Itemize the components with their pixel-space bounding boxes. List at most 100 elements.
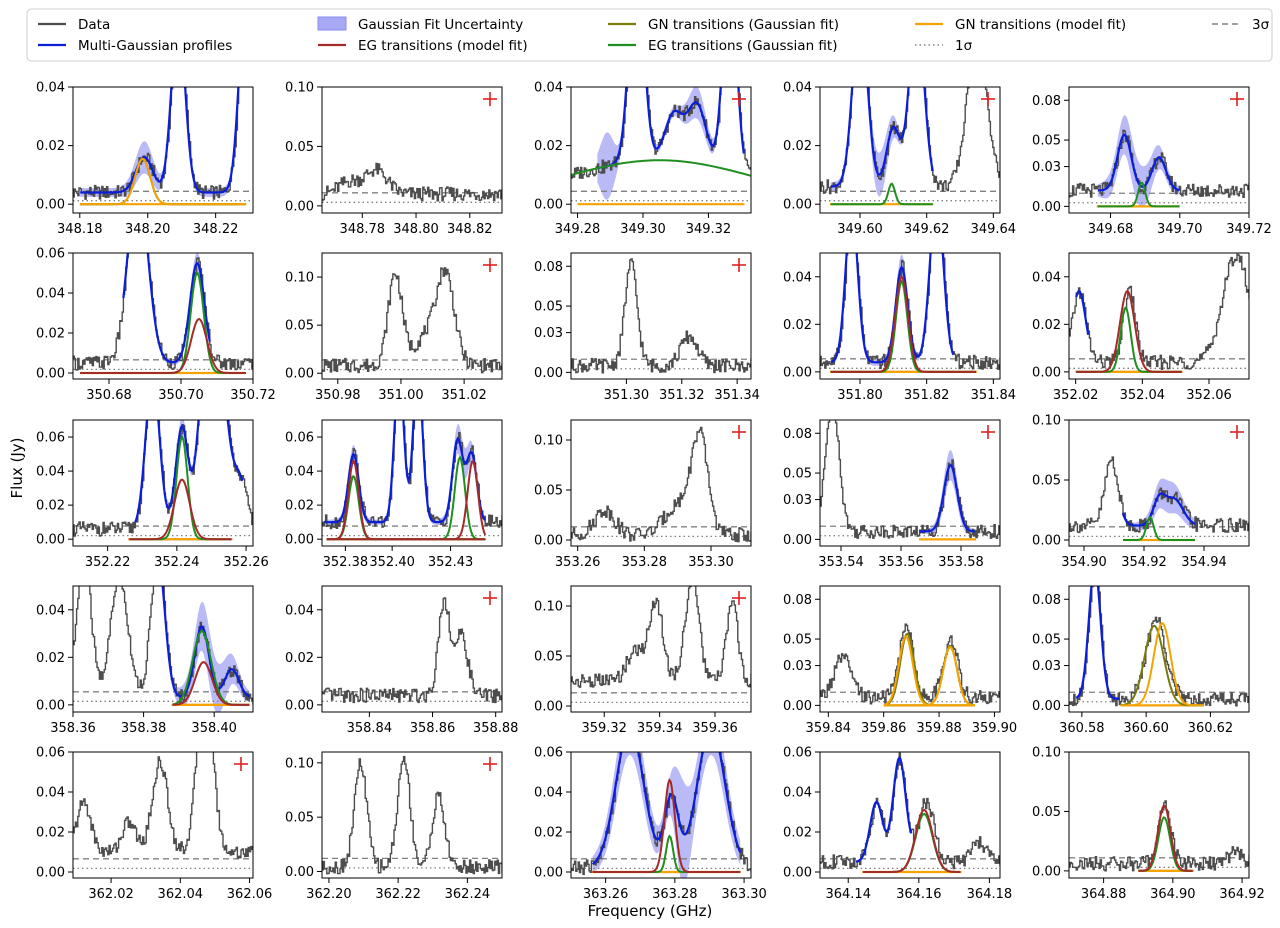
- data-spectrum: [820, 420, 1000, 539]
- x-tick-label: 364.14: [825, 887, 871, 902]
- eg-gaussian-fit-1: [830, 182, 933, 206]
- x-tick-label: 353.28: [622, 555, 668, 570]
- y-tick-label: 0.05: [783, 467, 812, 482]
- multi-gaussian-profile: [591, 752, 742, 866]
- outlier-marker: [483, 92, 497, 106]
- gn-model-fit-1: [80, 157, 246, 206]
- multi-gaussian-profile: [134, 420, 244, 523]
- multi-gaussian-profile: [1121, 492, 1196, 527]
- y-tick-label: 0.00: [1032, 864, 1061, 879]
- x-tick-label: 348.80: [393, 222, 439, 237]
- x-tick-label: 362.04: [158, 887, 204, 902]
- panel-frame: [72, 585, 254, 713]
- multi-gaussian-profile: [597, 87, 745, 170]
- legend-label-sigma1: 1σ: [955, 38, 973, 54]
- y-tick-label: 0.05: [1032, 805, 1061, 820]
- y-tick-label: 0.00: [36, 198, 65, 213]
- y-tick-label: 0.10: [285, 756, 314, 771]
- x-tick-label: 352.40: [369, 555, 415, 570]
- x-tick-label: 364.16: [896, 887, 942, 902]
- y-tick-label: 0.02: [285, 499, 314, 514]
- outlier-marker: [483, 258, 497, 272]
- x-tick-label: 359.34: [637, 721, 683, 736]
- x-tick-label: 349.72: [1226, 222, 1272, 237]
- x-tick-label: 353.26: [555, 555, 601, 570]
- y-tick-label: 0.05: [285, 811, 314, 826]
- panel-frame: [819, 252, 1001, 380]
- plot-area: [820, 623, 1000, 707]
- x-tick-label: 359.88: [916, 721, 962, 736]
- y-tick-label: 0.04: [36, 603, 65, 618]
- panel-frame: [72, 86, 254, 214]
- legend-label-data: Data: [78, 17, 110, 33]
- spectrum-panel-7: 350.98 351.00 351.02 0.00 0.05 0.10: [285, 252, 503, 403]
- data-spectrum: [322, 597, 502, 704]
- y-tick-label: 0.00: [36, 698, 65, 713]
- spectrum-panel-19: 359.84 359.86 359.88 359.90 0.00 0.03 0.05 0.08: [783, 585, 1017, 736]
- x-tick-label: 352.02: [1053, 388, 1099, 403]
- y-tick-label: 0.08: [1032, 593, 1061, 608]
- legend-label-multi: Multi-Gaussian profiles: [78, 38, 232, 54]
- y-tick-label: 0.05: [783, 633, 812, 648]
- y-tick-label: 0.06: [534, 746, 563, 761]
- x-tick-label: 348.22: [193, 222, 239, 237]
- x-tick-label: 349.62: [904, 222, 950, 237]
- y-tick-label: 0.10: [285, 81, 314, 96]
- eg-model-fit-1: [830, 275, 976, 373]
- spectrum-panel-11: 352.22 352.24 352.26 0.00 0.02 0.04 0.06: [36, 419, 269, 570]
- data-spectrum: [571, 258, 751, 374]
- eg-model-fit-2: [326, 459, 487, 541]
- x-tick-label: 359.86: [861, 721, 907, 736]
- spectrum-panel-21: 362.02 362.04 362.06 0.00 0.02 0.04 0.06: [36, 746, 272, 903]
- gn-model-fit-2: [884, 646, 975, 707]
- y-tick-label: 0.02: [783, 826, 812, 841]
- x-tick-label: 364.88: [1081, 887, 1127, 902]
- panel-frame: [819, 585, 1001, 713]
- data-spectrum: [322, 755, 502, 875]
- plot-area: [1069, 115, 1249, 208]
- legend-label-uncert: Gaussian Fit Uncertainty: [358, 17, 523, 33]
- x-tick-label: 362.02: [88, 887, 134, 902]
- plot-area: [322, 755, 502, 875]
- data-spectrum: [571, 426, 751, 543]
- y-tick-label: 0.06: [783, 746, 812, 761]
- y-tick-label: 0.05: [534, 650, 563, 665]
- y-tick-label: 0.06: [36, 247, 65, 262]
- plot-area: [1069, 800, 1249, 872]
- y-tick-label: 0.00: [534, 198, 563, 213]
- legend-entry-gn_gauss: GN transitions (Gaussian fit): [608, 17, 839, 33]
- plot-area: [322, 267, 502, 374]
- panel-frame: [819, 86, 1001, 214]
- x-tick-label: 364.18: [967, 887, 1013, 902]
- multi-gaussian-profile: [830, 87, 934, 188]
- x-tick-label: 348.18: [57, 222, 103, 237]
- x-tick-label: 359.84: [806, 721, 852, 736]
- y-tick-label: 0.05: [1032, 134, 1061, 149]
- plot-area: [322, 162, 502, 203]
- x-tick-label: 354.94: [1181, 555, 1227, 570]
- y-tick-label: 0.02: [285, 651, 314, 666]
- x-tick-label: 351.82: [904, 388, 950, 403]
- x-tick-label: 353.58: [938, 555, 984, 570]
- y-tick-label: 0.00: [285, 199, 314, 214]
- panel-frame: [819, 419, 1001, 547]
- panel-frame: [570, 252, 752, 380]
- y-tick-label: 0.00: [783, 198, 812, 213]
- y-tick-label: 0.02: [36, 139, 65, 154]
- data-spectrum: [820, 623, 1000, 705]
- x-tick-label: 349.32: [686, 222, 732, 237]
- data-spectrum: [322, 267, 502, 374]
- spectrum-panel-15: 354.90 354.92 354.94 0.00 0.05 0.10: [1032, 414, 1250, 570]
- plot-area: [322, 597, 502, 704]
- spectrum-panel-3: 349.28 349.30 349.32 0.00 0.02 0.04: [534, 81, 752, 237]
- y-tick-label: 0.10: [534, 600, 563, 615]
- x-tick-label: 358.38: [121, 721, 167, 736]
- x-tick-label: 360.60: [1123, 721, 1169, 736]
- panel-frame: [1068, 86, 1250, 214]
- plot-area: [1069, 456, 1249, 542]
- legend-label-eg_model: EG transitions (model fit): [358, 38, 528, 54]
- spectrum-panel-6: 350.68 350.70 350.72 0.00 0.02 0.04 0.06: [36, 247, 276, 404]
- outlier-marker: [732, 425, 746, 439]
- y-tick-label: 0.04: [783, 786, 812, 801]
